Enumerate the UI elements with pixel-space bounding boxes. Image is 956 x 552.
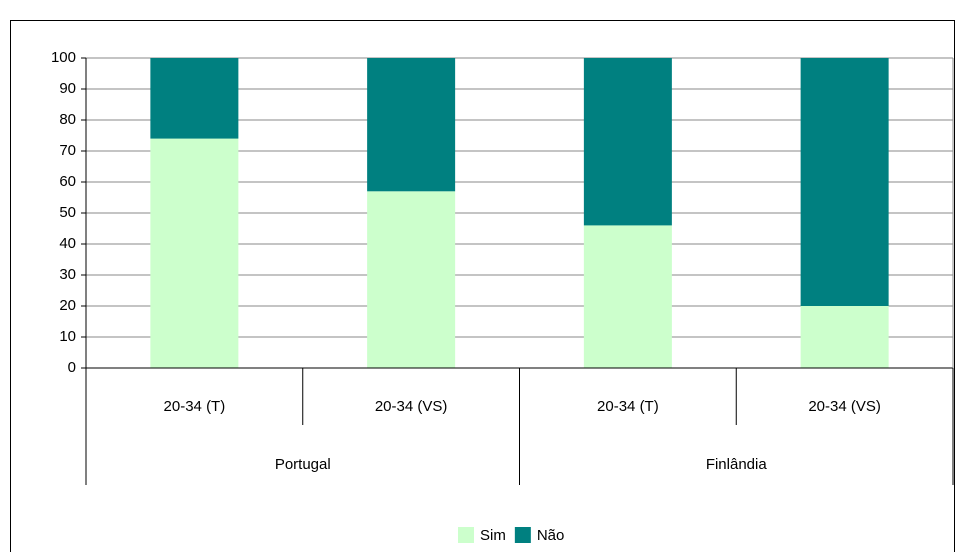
y-tick-label: 50 bbox=[59, 204, 76, 221]
y-tick-label: 30 bbox=[59, 266, 76, 283]
x-tick-label: 20-34 (VS) bbox=[808, 398, 881, 415]
y-tick-label: 60 bbox=[59, 173, 76, 190]
bar-segment bbox=[583, 225, 672, 368]
bar-segment bbox=[150, 58, 239, 139]
x-tick-label: 20-34 (VS) bbox=[375, 398, 448, 415]
bar-segment bbox=[800, 58, 889, 306]
legend-swatch bbox=[458, 527, 474, 543]
y-tick-label: 40 bbox=[59, 235, 76, 252]
bar-segment bbox=[367, 191, 456, 368]
y-tick-label: 80 bbox=[59, 111, 76, 128]
bar-segment bbox=[150, 138, 239, 368]
y-tick-label: 90 bbox=[59, 80, 76, 97]
legend-label: Não bbox=[537, 527, 565, 544]
y-tick-label: 100 bbox=[51, 49, 76, 66]
bar-segment bbox=[583, 58, 672, 226]
legend-label: Sim bbox=[480, 527, 506, 544]
y-tick-label: 20 bbox=[59, 297, 76, 314]
x-tick-label: 20-34 (T) bbox=[164, 398, 226, 415]
y-tick-label: 70 bbox=[59, 142, 76, 159]
y-tick-label: 0 bbox=[68, 359, 76, 376]
group-label: Portugal bbox=[275, 456, 331, 473]
group-label: Finlândia bbox=[706, 456, 768, 473]
bar-segment bbox=[800, 306, 889, 368]
x-tick-label: 20-34 (T) bbox=[597, 398, 659, 415]
bar-segment bbox=[367, 58, 456, 192]
legend-swatch bbox=[514, 527, 531, 543]
y-tick-label: 10 bbox=[59, 328, 76, 345]
